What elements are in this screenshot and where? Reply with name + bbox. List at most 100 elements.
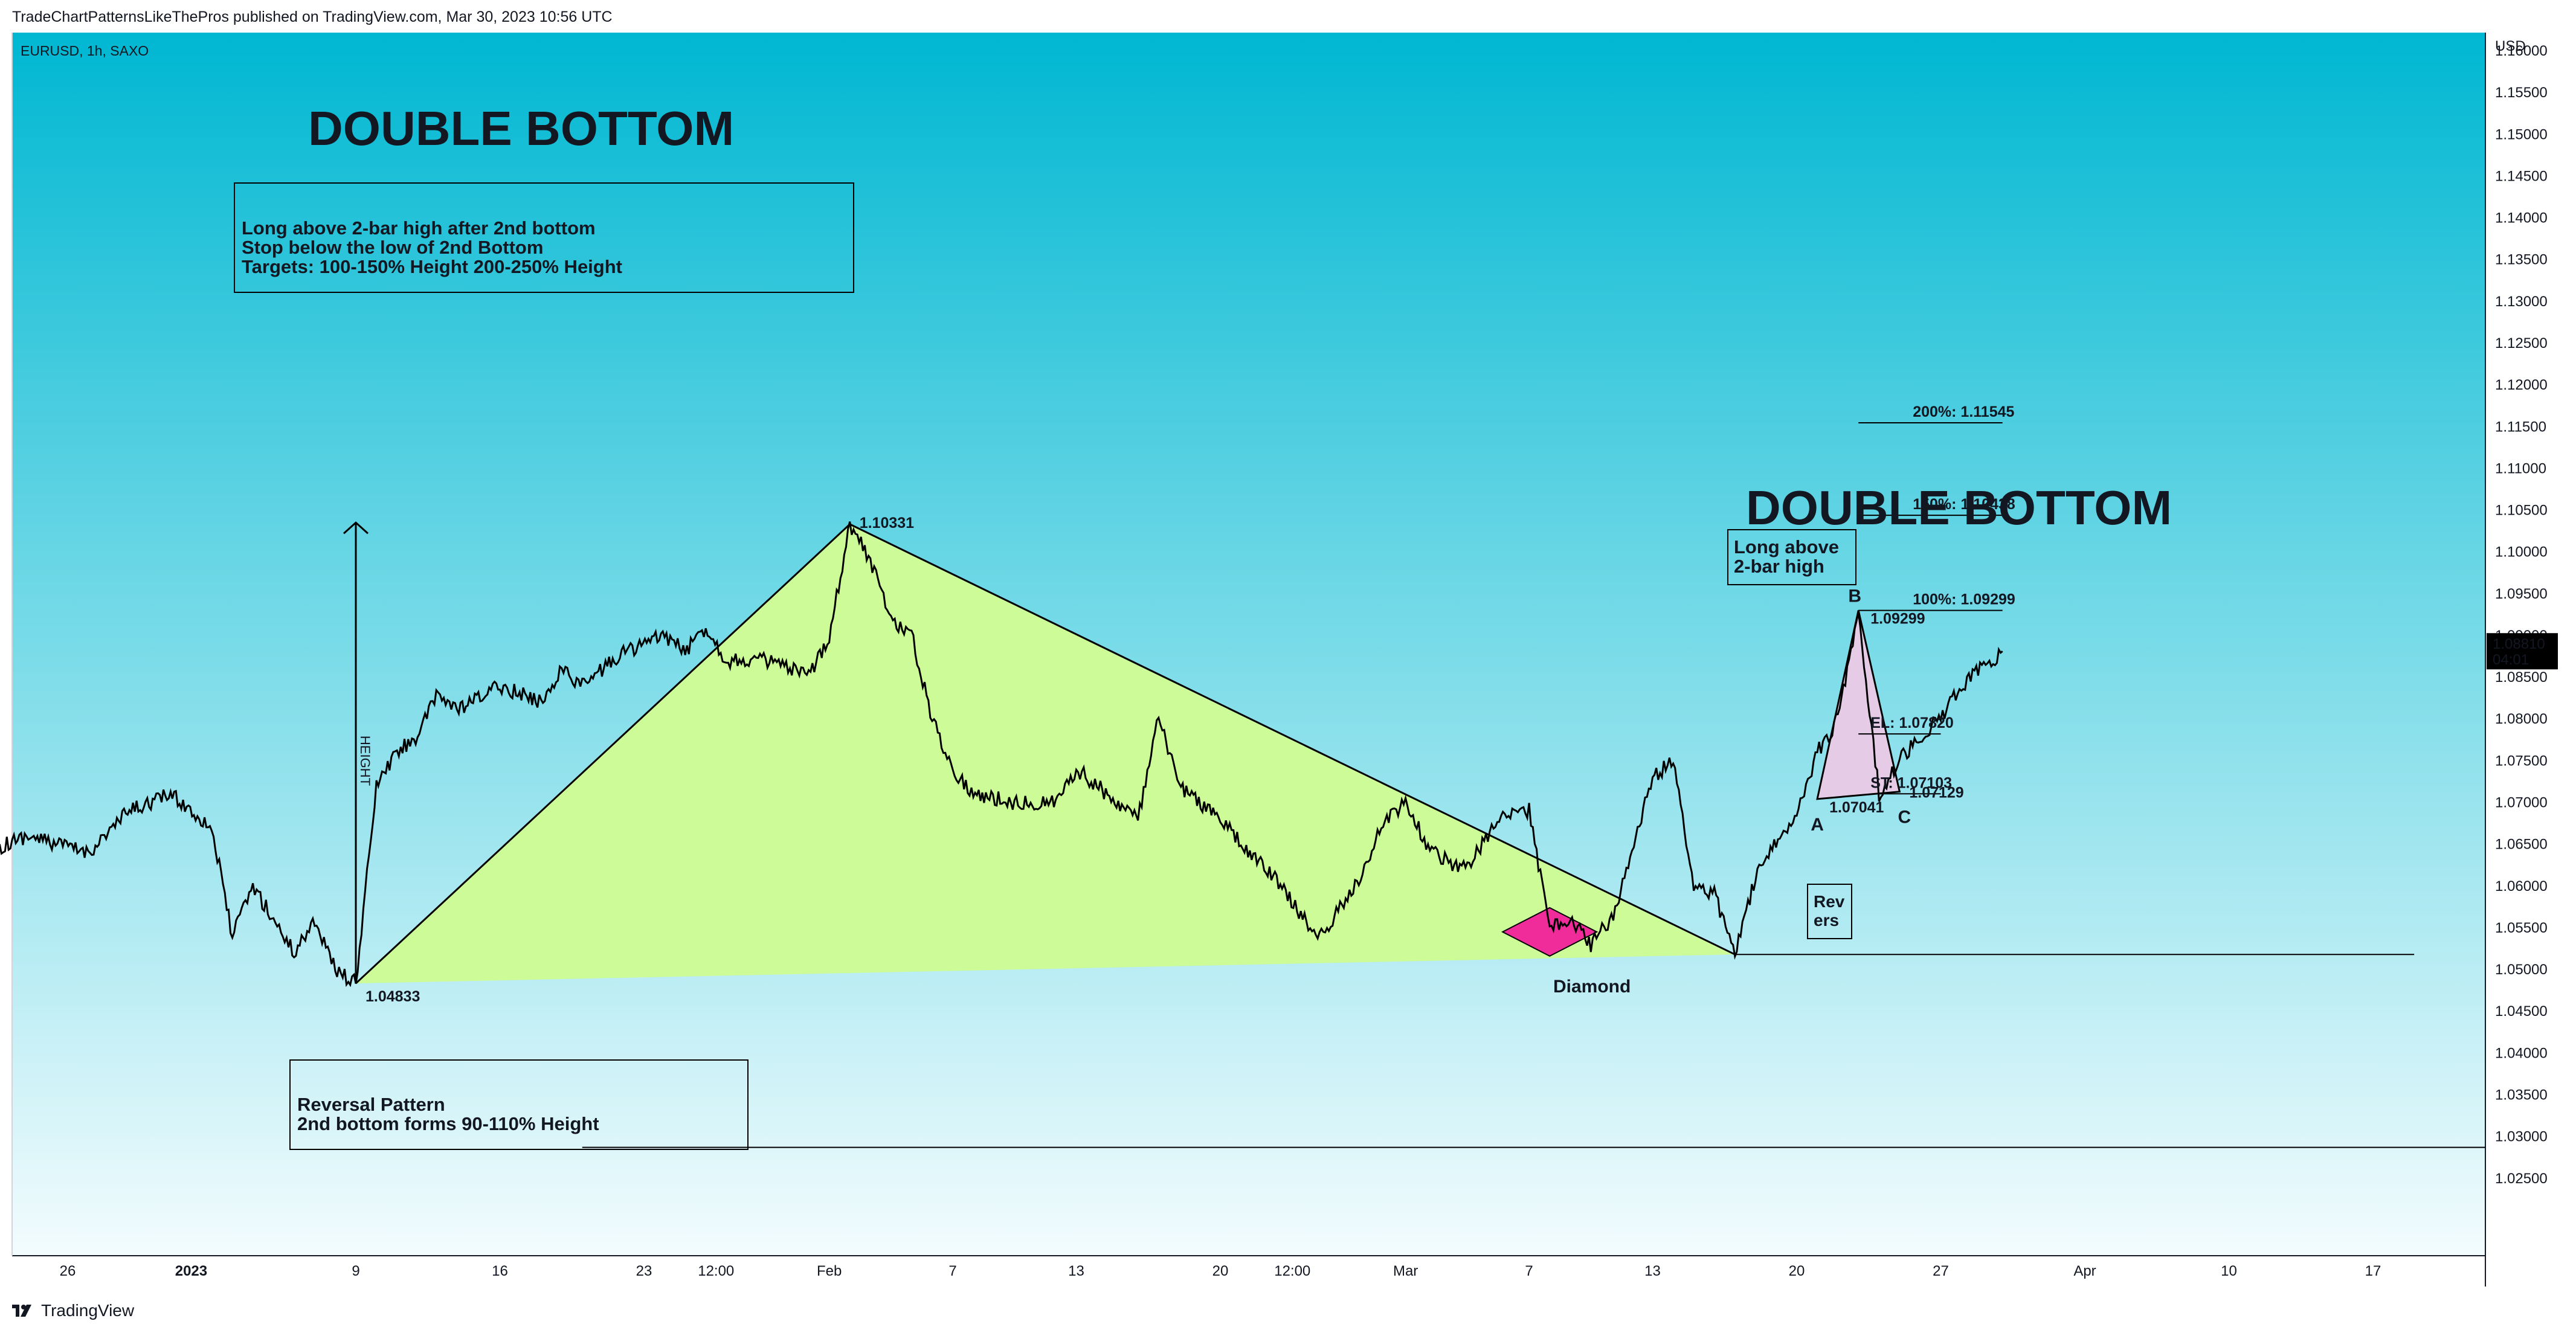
revers-box-border	[1807, 884, 1852, 939]
revers-box[interactable]: Revers	[1807, 884, 1852, 939]
entry-level-label: EL: 1.07820	[1870, 715, 1954, 731]
target-100-label: 100%: 1.09299	[1913, 591, 2015, 608]
x-tick-label: 12:00	[698, 1263, 734, 1279]
point-c-label: C	[1898, 808, 1911, 827]
y-tick-label: 1.03500	[2495, 1087, 2548, 1104]
y-tick-label: 1.12000	[2495, 377, 2548, 393]
publish-header: TradeChartPatternsLikeThePros published …	[0, 0, 2576, 33]
y-tick-label: 1.03000	[2495, 1129, 2548, 1145]
y-tick-label: 1.05500	[2495, 920, 2548, 936]
height-arrowhead	[343, 521, 369, 535]
y-tick-label: 1.11000	[2495, 460, 2546, 477]
y-tick-label: 1.16000	[2495, 43, 2548, 59]
last-price-badge-bg	[2487, 633, 2558, 670]
x-tick-label: 27	[1933, 1263, 1949, 1279]
title-left: DOUBLE BOTTOM	[308, 101, 734, 155]
y-tick-label: 1.15000	[2495, 126, 2548, 143]
triangle-rising-edge[interactable]	[355, 523, 851, 985]
tradingview-logo-icon	[12, 1305, 31, 1317]
y-tick-label: 1.15500	[2495, 85, 2548, 101]
footer: TradingView	[0, 1293, 2576, 1330]
last-price-countdown: 04:01	[2493, 652, 2529, 668]
y-tick-label: 1.13000	[2495, 294, 2548, 310]
y-tick-label: 1.10500	[2495, 503, 2548, 519]
y-tick-label: 1.07000	[2495, 795, 2548, 811]
revers-box-line: Rev	[1814, 892, 1845, 911]
y-tick-label: 1.04000	[2495, 1045, 2548, 1061]
long-above-box-line: 2-bar high	[1734, 556, 1824, 577]
triangle-pattern-fill[interactable]	[356, 524, 1735, 984]
y-tick-label: 1.11500	[2495, 419, 2546, 435]
y-tick-label: 1.06500	[2495, 837, 2548, 853]
diamond-label: Diamond	[1553, 977, 1631, 997]
rules-box-line: Long above 2-bar high after 2nd bottom	[242, 217, 596, 239]
y-tick-label: 1.12500	[2495, 335, 2548, 352]
point-a-value-label: 1.07041	[1829, 799, 1884, 816]
y-tick-label: 1.02500	[2495, 1171, 2548, 1187]
x-tick-label: 13	[1644, 1263, 1661, 1279]
x-tick-label: Apr	[2073, 1263, 2096, 1279]
time-axis[interactable]: 26 2023 9 16 23 12:00 Feb 7 13 20 12:00 Mar 7 13 20 27 A…	[60, 1263, 2381, 1279]
title-right: DOUBLE BOTTOM	[1746, 481, 2172, 535]
x-tick-label: 7	[948, 1263, 956, 1279]
height-label: HEIGHT	[358, 736, 373, 786]
triangle-falling-edge[interactable]	[849, 523, 1736, 956]
publish-line: TradeChartPatternsLikeThePros published …	[12, 8, 613, 25]
rules-box-border	[234, 182, 854, 293]
x-tick-label: 17	[2365, 1263, 2381, 1279]
last-price-value: 1.08810	[2493, 636, 2545, 652]
y-tick-label: 1.05000	[2495, 962, 2548, 978]
long-above-box-line: Long above	[1734, 536, 1839, 557]
long-above-box-border	[1727, 529, 1856, 585]
point-c-value-label: 1.07129	[1909, 785, 1963, 802]
x-tick-label: 20	[1789, 1263, 1805, 1279]
symbol-line: EURUSD, 1h, SAXO	[21, 43, 149, 59]
tradingview-brand: TradingView	[41, 1301, 135, 1320]
rules-box-line: Stop below the low of 2nd Bottom	[242, 237, 543, 258]
y-tick-label: 1.10000	[2495, 544, 2548, 561]
tradingview-logo[interactable]: TradingView	[12, 1301, 134, 1320]
x-tick-label: 12:00	[1274, 1263, 1310, 1279]
x-tick-label: Mar	[1393, 1263, 1418, 1279]
y-tick-label: 1.09500	[2495, 586, 2548, 602]
y-tick-label: 1.13500	[2495, 252, 2548, 268]
rules-box[interactable]: Long above 2-bar high after 2nd bottomSt…	[234, 182, 854, 293]
rules-box-line: Targets: 100-150% Height 200-250% Height	[242, 256, 622, 277]
point-b-label: B	[1848, 586, 1861, 606]
x-tick-label: 13	[1068, 1263, 1084, 1279]
x-tick-label: 23	[636, 1263, 652, 1279]
revers-box-line: ers	[1814, 911, 1839, 930]
x-tick-label: 2023	[175, 1263, 207, 1279]
reversal-box-border	[289, 1059, 749, 1150]
chart-background	[12, 33, 2485, 1256]
y-tick-label: 1.14500	[2495, 168, 2548, 184]
stop-level-label: ST: 1.07103	[1870, 774, 1952, 791]
target-150-label: 150%: 1.10438	[1913, 496, 2015, 513]
y-tick-label: 1.04500	[2495, 1003, 2548, 1020]
point-a-label: A	[1811, 815, 1824, 835]
y-tick-label: 1.14000	[2495, 210, 2548, 226]
y-tick-label: 1.08000	[2495, 711, 2548, 727]
x-tick-label: 9	[352, 1263, 359, 1279]
point-b-value-label: 1.09299	[1870, 611, 1925, 628]
currency-label: USD	[2495, 38, 2526, 54]
abc-pattern[interactable]	[1816, 610, 1901, 800]
price-series-line	[0, 521, 2003, 988]
x-tick-label: 16	[492, 1263, 508, 1279]
x-tick-label: 26	[60, 1263, 76, 1279]
y-tick-label: 1.07500	[2495, 753, 2548, 769]
y-tick-label: 1.08500	[2495, 669, 2548, 686]
y-tick-label: 1.06000	[2495, 878, 2548, 895]
x-tick-label: 10	[2221, 1263, 2237, 1279]
x-tick-label: 7	[1525, 1263, 1533, 1279]
x-tick-label: 20	[1212, 1263, 1229, 1279]
reversal-box-line: 2nd bottom forms 90-110% Height	[297, 1113, 599, 1134]
low-1-value-label: 1.04833	[365, 988, 420, 1005]
reversal-box-line: Reversal Pattern	[297, 1094, 445, 1115]
target-200-label: 200%: 1.11545	[1913, 403, 2014, 420]
